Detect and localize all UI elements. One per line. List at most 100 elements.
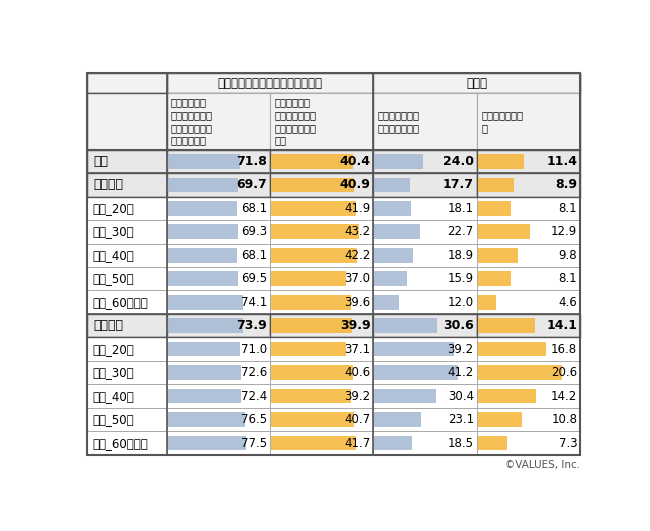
Bar bbox=[373, 73, 580, 93]
Bar bbox=[374, 154, 423, 169]
Bar bbox=[373, 173, 477, 196]
Bar bbox=[374, 436, 412, 450]
Bar bbox=[477, 150, 580, 173]
Bar bbox=[166, 93, 270, 150]
Bar bbox=[374, 319, 437, 333]
Bar bbox=[478, 201, 511, 216]
Text: 女性全体: 女性全体 bbox=[93, 319, 123, 332]
Bar bbox=[167, 389, 241, 404]
Bar bbox=[166, 338, 270, 361]
Text: 14.1: 14.1 bbox=[546, 319, 577, 332]
Bar bbox=[166, 290, 270, 314]
Bar bbox=[477, 431, 580, 455]
Text: 22.7: 22.7 bbox=[448, 225, 474, 238]
Bar bbox=[167, 319, 242, 333]
Bar bbox=[373, 361, 477, 384]
Text: 16.8: 16.8 bbox=[551, 342, 577, 356]
Bar bbox=[166, 361, 270, 384]
Bar bbox=[373, 408, 477, 431]
Text: 73.9: 73.9 bbox=[236, 319, 267, 332]
Bar bbox=[373, 314, 477, 338]
Text: キャッシュレ
ス・消費者還元
事業について調
べた: キャッシュレ ス・消費者還元 事業について調 べた bbox=[274, 97, 317, 145]
Bar bbox=[374, 295, 398, 310]
Text: 12.9: 12.9 bbox=[551, 225, 577, 238]
Bar bbox=[478, 271, 511, 286]
Text: 72.6: 72.6 bbox=[240, 366, 267, 379]
Bar bbox=[166, 220, 270, 244]
Bar bbox=[477, 408, 580, 431]
Text: 30.6: 30.6 bbox=[443, 319, 474, 332]
Text: 41.2: 41.2 bbox=[448, 366, 474, 379]
Bar bbox=[478, 413, 522, 427]
Bar bbox=[270, 408, 373, 431]
Text: 18.9: 18.9 bbox=[448, 249, 474, 262]
Bar bbox=[88, 196, 166, 220]
Bar bbox=[270, 244, 373, 267]
Text: ポイ活を行なっ
た: ポイ活を行なっ た bbox=[481, 110, 523, 133]
Bar bbox=[373, 220, 477, 244]
Text: 68.1: 68.1 bbox=[240, 202, 267, 215]
Text: 68.1: 68.1 bbox=[240, 249, 267, 262]
Bar bbox=[166, 408, 270, 431]
Bar bbox=[167, 225, 238, 239]
Bar bbox=[478, 389, 536, 404]
Text: 23.1: 23.1 bbox=[448, 413, 474, 426]
Text: 女性_60代以上: 女性_60代以上 bbox=[93, 436, 149, 450]
Bar bbox=[374, 365, 458, 380]
Bar bbox=[88, 173, 166, 196]
Bar bbox=[270, 431, 373, 455]
Bar bbox=[88, 93, 166, 150]
Bar bbox=[478, 436, 508, 450]
Text: 男性_30代: 男性_30代 bbox=[93, 225, 135, 238]
Text: 69.3: 69.3 bbox=[240, 225, 267, 238]
Text: 39.2: 39.2 bbox=[448, 342, 474, 356]
Bar bbox=[373, 431, 477, 455]
Text: 11.4: 11.4 bbox=[546, 155, 577, 168]
Bar bbox=[166, 431, 270, 455]
Text: キャッシュレ
ス・消費者還元
事業という言葉
を知っている: キャッシュレ ス・消費者還元 事業という言葉 を知っている bbox=[171, 97, 213, 145]
Bar bbox=[88, 290, 166, 314]
Text: 43.2: 43.2 bbox=[344, 225, 370, 238]
Bar bbox=[477, 361, 580, 384]
Bar bbox=[271, 389, 350, 404]
Bar bbox=[167, 271, 238, 286]
Text: 40.4: 40.4 bbox=[339, 155, 370, 168]
Bar bbox=[478, 319, 535, 333]
Bar bbox=[373, 338, 477, 361]
Bar bbox=[270, 290, 373, 314]
Text: 30.4: 30.4 bbox=[448, 390, 474, 402]
Text: ポイ活という言
葉を知っている: ポイ活という言 葉を知っている bbox=[378, 110, 420, 133]
Bar bbox=[271, 365, 354, 380]
Text: 71.8: 71.8 bbox=[236, 155, 267, 168]
Bar bbox=[88, 267, 166, 290]
Bar bbox=[374, 248, 413, 262]
Bar bbox=[271, 295, 352, 310]
Text: 9.8: 9.8 bbox=[558, 249, 577, 262]
Text: 39.6: 39.6 bbox=[344, 296, 370, 309]
Text: 40.9: 40.9 bbox=[339, 178, 370, 191]
Text: ©VALUES, Inc.: ©VALUES, Inc. bbox=[505, 459, 580, 469]
Bar bbox=[88, 244, 166, 267]
Bar bbox=[477, 338, 580, 361]
Bar bbox=[478, 342, 546, 356]
Text: 39.2: 39.2 bbox=[344, 390, 370, 402]
Bar bbox=[167, 342, 240, 356]
Text: 男性_60代以上: 男性_60代以上 bbox=[93, 296, 149, 309]
Bar bbox=[270, 314, 373, 338]
Bar bbox=[270, 196, 373, 220]
Bar bbox=[374, 413, 421, 427]
Bar bbox=[88, 338, 166, 361]
Text: 18.5: 18.5 bbox=[448, 436, 474, 450]
Text: 男性全体: 男性全体 bbox=[93, 178, 123, 191]
Bar bbox=[373, 244, 477, 267]
Bar bbox=[477, 314, 580, 338]
Text: 37.0: 37.0 bbox=[344, 272, 370, 285]
Text: 7.3: 7.3 bbox=[558, 436, 577, 450]
Bar bbox=[271, 201, 356, 216]
Bar bbox=[271, 248, 357, 262]
Bar bbox=[374, 342, 454, 356]
Bar bbox=[478, 177, 514, 192]
Bar bbox=[477, 267, 580, 290]
Text: 女性_40代: 女性_40代 bbox=[93, 390, 135, 402]
Text: 14.2: 14.2 bbox=[551, 390, 577, 402]
